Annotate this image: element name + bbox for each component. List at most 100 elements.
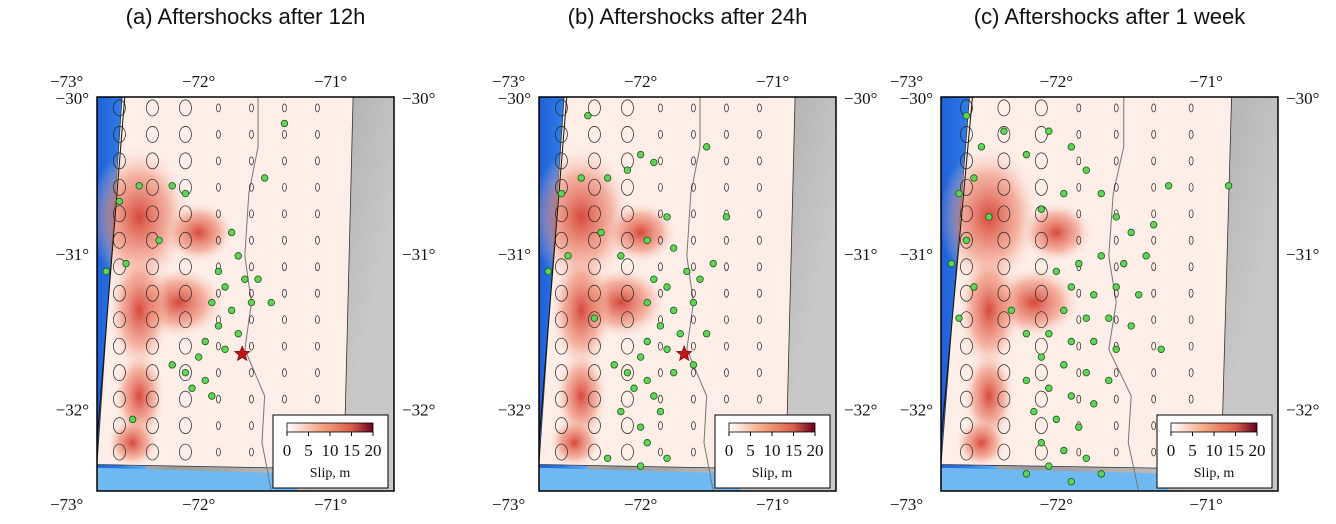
aftershock [578, 175, 585, 182]
aftershock [1068, 338, 1075, 345]
aftershock [644, 338, 651, 345]
aftershock [1225, 182, 1232, 189]
panel-title: (b) Aftershocks after 24h [568, 4, 808, 29]
aftershock [1061, 190, 1068, 197]
aftershock [1031, 408, 1038, 415]
aftershock [624, 167, 631, 174]
aftershock [202, 377, 209, 384]
aftershock [1023, 151, 1030, 158]
map-panel: (c) Aftershocks after 1 week−73°−73°−72°… [890, 4, 1320, 514]
aftershock [598, 229, 605, 236]
aftershock [228, 229, 235, 236]
aftershock [1083, 167, 1090, 174]
colorbar-tick-label: 10 [1206, 441, 1223, 460]
aftershock [978, 144, 985, 151]
aftershock [182, 369, 189, 376]
aftershock [1090, 291, 1097, 298]
aftershock [1098, 471, 1105, 478]
slip-patch [606, 202, 676, 262]
aftershock [956, 315, 963, 322]
aftershock [1135, 291, 1142, 298]
lon-label-top: −72° [1040, 72, 1073, 91]
aftershock [1083, 369, 1090, 376]
lat-label-left: −32° [56, 400, 89, 419]
aftershock [644, 237, 651, 244]
aftershock [202, 338, 209, 345]
aftershock [963, 112, 970, 119]
aftershock [215, 268, 222, 275]
map-panel: (b) Aftershocks after 24h−73°−73°−72°−72… [492, 4, 877, 514]
aftershock [565, 253, 572, 260]
aftershock [948, 260, 955, 267]
lat-label-left: −32° [900, 400, 933, 419]
lat-label-right: −32° [1286, 400, 1319, 419]
colorbar [729, 423, 815, 432]
colorbar-tick-label: 0 [725, 441, 734, 460]
aftershock [182, 190, 189, 197]
aftershock [222, 346, 229, 353]
colorbar-tick-label: 20 [365, 441, 382, 460]
aftershock [228, 307, 235, 314]
aftershock [1098, 190, 1105, 197]
aftershock [242, 276, 249, 283]
aftershock [1038, 354, 1045, 361]
aftershock [1128, 323, 1135, 330]
aftershock [604, 175, 611, 182]
aftershock [710, 260, 717, 267]
lon-label-bottom: −71° [314, 495, 347, 514]
aftershock [1023, 377, 1030, 384]
aftershock [703, 330, 710, 337]
aftershock [1113, 214, 1120, 221]
aftershock [1075, 260, 1082, 267]
figure: (a) Aftershocks after 12h−73°−73°−72°−72… [0, 0, 1336, 519]
colorbar-tick-label: 5 [1188, 441, 1197, 460]
aftershock [971, 284, 978, 291]
aftershock [644, 377, 651, 384]
colorbar-tick-label: 5 [304, 441, 313, 460]
aftershock [1068, 144, 1075, 151]
aftershock [703, 144, 710, 151]
colorbar-tick-label: 15 [785, 441, 802, 460]
colorbar-label: Slip, m [752, 466, 793, 481]
aftershock [1046, 330, 1053, 337]
lat-label-left: −32° [498, 400, 531, 419]
aftershock [604, 455, 611, 462]
aftershock [618, 408, 625, 415]
aftershock [637, 424, 644, 431]
aftershock [103, 268, 110, 275]
aftershock [255, 276, 262, 283]
aftershock [1053, 416, 1060, 423]
aftershock [690, 299, 697, 306]
aftershock [123, 260, 130, 267]
aftershock [1120, 260, 1127, 267]
slip-patch [956, 418, 1006, 468]
panel-title: (c) Aftershocks after 1 week [974, 4, 1246, 29]
lat-label-right: −31° [402, 245, 435, 264]
aftershock [235, 253, 242, 260]
aftershock [1150, 221, 1157, 228]
colorbar-tick-label: 20 [1249, 441, 1266, 460]
aftershock [1038, 439, 1045, 446]
aftershock [281, 120, 288, 127]
aftershock [684, 268, 691, 275]
aftershock [644, 299, 651, 306]
aftershock [129, 416, 136, 423]
aftershock [1165, 182, 1172, 189]
aftershock [156, 237, 163, 244]
aftershock [1068, 478, 1075, 485]
aftershock [195, 354, 202, 361]
aftershock [1061, 362, 1068, 369]
colorbar-tick-label: 20 [807, 441, 824, 460]
aftershock [986, 214, 993, 221]
aftershock [1143, 253, 1150, 260]
aftershock [657, 323, 664, 330]
aftershock [971, 175, 978, 182]
aftershock [591, 315, 598, 322]
aftershock [723, 214, 730, 221]
aftershock [670, 369, 677, 376]
aftershock [1128, 229, 1135, 236]
aftershock [1083, 455, 1090, 462]
aftershock [1023, 330, 1030, 337]
aftershock [1090, 400, 1097, 407]
aftershock [1068, 393, 1075, 400]
